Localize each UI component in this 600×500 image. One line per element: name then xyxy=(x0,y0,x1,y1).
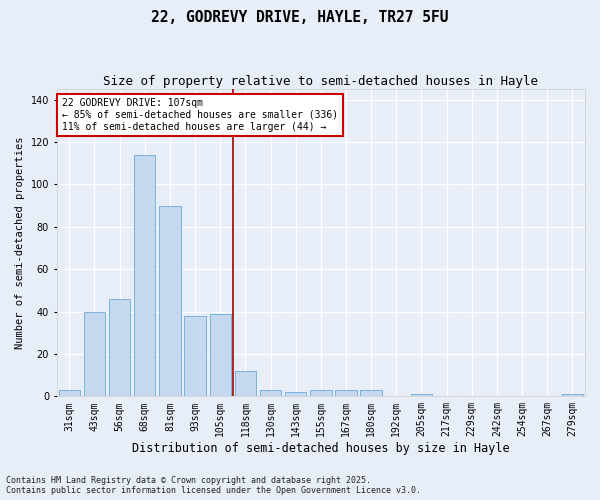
Bar xyxy=(562,394,583,396)
Bar xyxy=(134,155,155,396)
Bar xyxy=(361,390,382,396)
Bar xyxy=(285,392,307,396)
Bar xyxy=(209,314,231,396)
Bar xyxy=(84,312,105,396)
Text: 22, GODREVY DRIVE, HAYLE, TR27 5FU: 22, GODREVY DRIVE, HAYLE, TR27 5FU xyxy=(151,10,449,25)
X-axis label: Distribution of semi-detached houses by size in Hayle: Distribution of semi-detached houses by … xyxy=(132,442,509,455)
Text: 22 GODREVY DRIVE: 107sqm
← 85% of semi-detached houses are smaller (336)
11% of : 22 GODREVY DRIVE: 107sqm ← 85% of semi-d… xyxy=(62,98,338,132)
Bar xyxy=(235,371,256,396)
Bar xyxy=(411,394,432,396)
Y-axis label: Number of semi-detached properties: Number of semi-detached properties xyxy=(15,136,25,349)
Bar xyxy=(109,299,130,396)
Bar xyxy=(184,316,206,396)
Bar xyxy=(310,390,332,396)
Bar xyxy=(59,390,80,396)
Text: Contains HM Land Registry data © Crown copyright and database right 2025.
Contai: Contains HM Land Registry data © Crown c… xyxy=(6,476,421,495)
Bar xyxy=(159,206,181,396)
Bar xyxy=(260,390,281,396)
Bar xyxy=(335,390,356,396)
Title: Size of property relative to semi-detached houses in Hayle: Size of property relative to semi-detach… xyxy=(103,75,538,88)
